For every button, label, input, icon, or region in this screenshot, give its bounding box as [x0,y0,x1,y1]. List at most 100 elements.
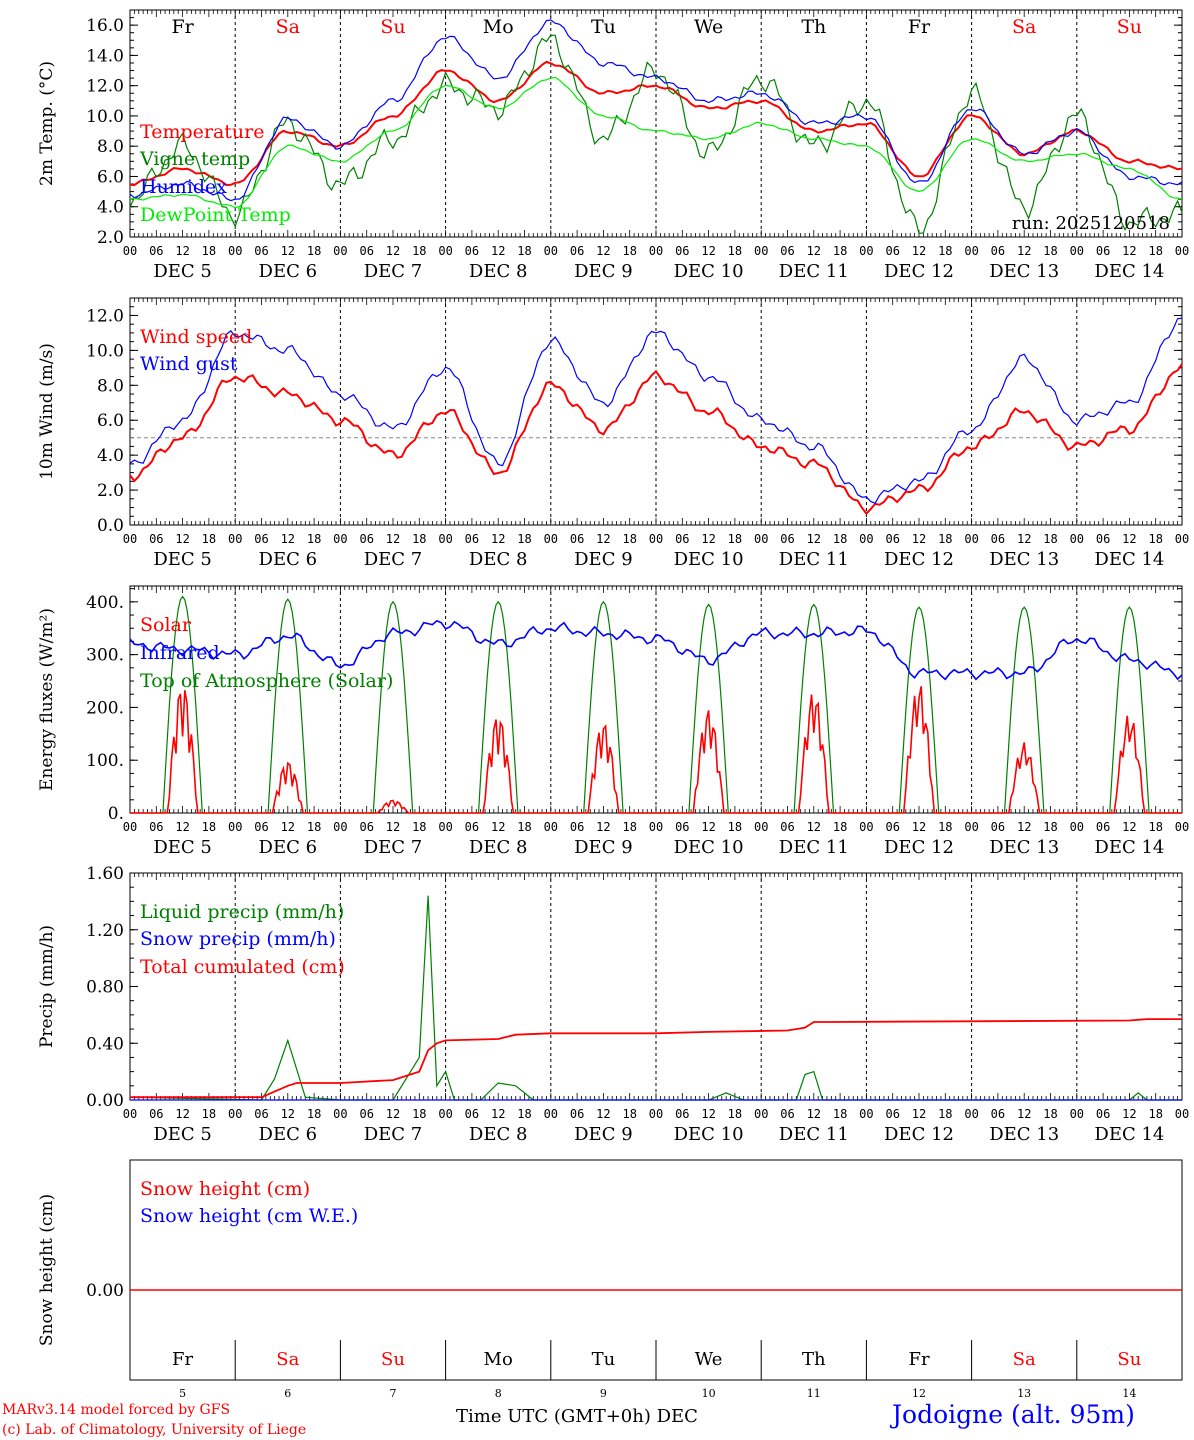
hour-tick-label: 00 [333,244,347,258]
hour-tick-label: 06 [780,532,794,546]
hour-tick-label: 18 [1148,244,1162,258]
series-line [129,34,1183,235]
hour-tick-label: 18 [938,820,952,834]
hour-tick-label: 00 [1070,532,1084,546]
hour-tick-label: 18 [1043,820,1057,834]
hour-tick-label: 06 [570,820,584,834]
date-label: DEC 12 [884,837,954,858]
date-label: DEC 13 [989,837,1059,858]
hour-tick-label: 00 [123,820,137,834]
y-tick-label: 0. [108,804,124,824]
hour-tick-label: 06 [570,1107,584,1121]
hour-tick-label: 06 [254,820,268,834]
y-axis-label: 2m Temp. (°C) [37,61,57,186]
hour-tick-label: 00 [1070,1107,1084,1121]
hour-tick-label: 18 [307,244,321,258]
hour-tick-label: 18 [307,820,321,834]
hour-tick-label: 12 [491,820,505,834]
date-label: DEC 13 [989,549,1059,570]
legend-entry: DewPoint Temp [140,204,291,226]
y-tick-label: 2.0 [97,481,124,501]
date-label: DEC 8 [469,261,528,282]
date-label: DEC 7 [364,261,423,282]
hour-tick-label: 06 [149,532,163,546]
weekday-label: Fr [908,16,931,38]
hour-tick-label: 18 [1043,532,1057,546]
weekday-label: Su [1117,1349,1141,1370]
day-number-label: 10 [702,1387,716,1400]
hour-tick-label: 18 [728,1107,742,1121]
day-number-label: 13 [1017,1387,1031,1400]
hour-tick-label: 18 [517,1107,531,1121]
day-number-label: 8 [495,1387,502,1400]
hour-tick-label: 18 [1043,1107,1057,1121]
date-label: DEC 13 [989,261,1059,282]
hour-tick-label: 06 [885,244,899,258]
hour-tick-label: 00 [333,820,347,834]
y-tick-label: 300. [86,646,124,666]
hour-tick-label: 12 [1017,532,1031,546]
hour-tick-label: 06 [254,244,268,258]
hour-tick-label: 00 [754,1107,768,1121]
hour-tick-label: 18 [728,244,742,258]
y-axis-label: Energy fluxes (W/m²) [37,608,57,791]
day-number-label: 7 [390,1387,397,1400]
day-number-label: 14 [1122,1387,1136,1400]
date-label: DEC 7 [364,837,423,858]
hour-tick-label: 12 [912,244,926,258]
date-label: DEC 10 [674,261,744,282]
series-line [129,76,1183,209]
date-label: DEC 6 [259,549,318,570]
hour-tick-label: 12 [281,820,295,834]
hour-tick-label: 06 [149,244,163,258]
y-tick-label: 8.0 [97,137,124,157]
hour-tick-label: 00 [859,244,873,258]
y-tick-label: 1.60 [86,864,124,884]
hour-tick-label: 18 [307,1107,321,1121]
date-label: DEC 12 [884,261,954,282]
y-tick-label: 6.0 [97,411,124,431]
hour-tick-label: 12 [701,1107,715,1121]
hour-tick-label: 00 [123,532,137,546]
hour-tick-label: 00 [333,1107,347,1121]
station-name: Jodoigne (alt. 95m) [892,1400,1135,1429]
hour-tick-label: 18 [622,1107,636,1121]
y-tick-label: 4.0 [97,446,124,466]
weekday-label: Su [380,16,405,38]
credit-line-1: MARv3.14 model forced by GFS [2,1402,231,1418]
hour-tick-label: 12 [175,244,189,258]
hour-tick-label: 06 [1096,532,1110,546]
hour-tick-label: 06 [780,244,794,258]
hour-tick-label: 06 [675,244,689,258]
hour-tick-label: 06 [465,244,479,258]
hour-tick-label: 00 [438,244,452,258]
hour-tick-label: 18 [728,820,742,834]
weekday-label: Su [381,1349,405,1370]
hour-tick-label: 06 [570,244,584,258]
date-label: DEC 8 [469,1124,528,1145]
hour-tick-label: 18 [938,1107,952,1121]
date-label: DEC 11 [779,549,849,570]
hour-tick-label: 00 [123,1107,137,1121]
date-label: DEC 7 [364,1124,423,1145]
hour-tick-label: 00 [859,820,873,834]
hour-tick-label: 06 [675,1107,689,1121]
y-tick-label: 100. [86,751,124,771]
hour-tick-label: 00 [228,532,242,546]
hour-tick-label: 06 [465,820,479,834]
y-tick-label: 400. [86,593,124,613]
hour-tick-label: 12 [1122,532,1136,546]
hour-tick-label: 18 [938,244,952,258]
hour-tick-label: 18 [622,532,636,546]
hour-tick-label: 00 [964,820,978,834]
weekday-label: Tu [591,16,616,38]
hour-tick-label: 00 [228,244,242,258]
x-axis-label-text: Time UTC (GMT+0h) [456,1406,651,1427]
y-tick-label: 0.00 [86,1091,124,1111]
hour-tick-label: 18 [412,820,426,834]
hour-tick-label: 12 [386,532,400,546]
date-label: DEC 14 [1094,1124,1164,1145]
date-label: DEC 5 [153,1124,212,1145]
hour-tick-label: 06 [780,1107,794,1121]
hour-tick-label: 18 [833,820,847,834]
